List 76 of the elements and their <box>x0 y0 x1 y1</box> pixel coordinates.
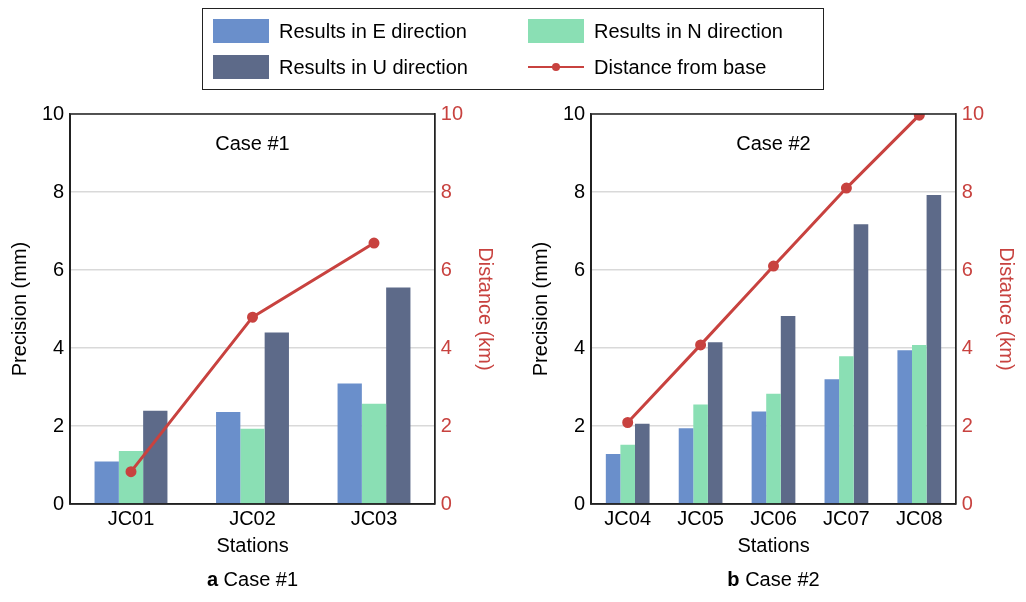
bar <box>386 287 411 504</box>
y-tick-label: 10 <box>42 101 65 124</box>
y-tick-label: 0 <box>53 491 65 514</box>
bar <box>94 461 119 504</box>
y-tick-label: 10 <box>563 101 586 124</box>
point <box>840 182 852 194</box>
x-tick-label: JC01 <box>107 506 155 529</box>
y2-tick-label: 0 <box>961 491 973 514</box>
y-tick-label: 2 <box>53 413 65 436</box>
bar <box>897 350 913 504</box>
y-tick-label: 0 <box>574 491 586 514</box>
bar <box>780 316 796 504</box>
bar <box>634 423 650 504</box>
y-tick-label: 4 <box>574 335 586 358</box>
y-tick-label: 6 <box>53 257 65 280</box>
x-tick-label: JC06 <box>750 506 797 529</box>
y2-axis-title: Distance (km) <box>475 247 498 371</box>
point <box>622 416 634 428</box>
x-tick-label: JC05 <box>677 506 724 529</box>
bar <box>143 410 168 504</box>
bar <box>337 383 362 504</box>
bar <box>839 356 854 504</box>
point <box>125 466 137 478</box>
bar <box>620 444 635 504</box>
x-axis-title: Stations <box>737 533 810 556</box>
y-axis-title: Precision (mm) <box>528 241 551 377</box>
bar <box>678 428 694 504</box>
bar <box>707 342 723 504</box>
y-tick-label: 8 <box>53 179 65 202</box>
bar <box>912 344 927 504</box>
x-tick-label: JC08 <box>895 506 943 529</box>
bar <box>766 393 781 504</box>
y2-tick-label: 4 <box>961 335 973 358</box>
y-tick-label: 2 <box>574 413 586 436</box>
y2-tick-label: 6 <box>961 257 973 280</box>
bar <box>751 411 767 504</box>
y2-tick-label: 4 <box>440 335 452 358</box>
y2-tick-label: 2 <box>440 413 452 436</box>
y-tick-label: 8 <box>574 179 586 202</box>
bar <box>264 332 289 504</box>
point <box>368 237 380 249</box>
text: a Case #1 <box>206 568 299 590</box>
bar <box>240 428 265 504</box>
legend-label: Results in E direction <box>279 19 467 43</box>
text: Case #2 <box>736 131 811 154</box>
y2-tick-label: 10 <box>440 101 463 124</box>
y-tick-label: 6 <box>574 257 586 280</box>
point <box>247 311 258 323</box>
y-tick-label: 4 <box>53 335 65 358</box>
y-axis-title: Precision (mm) <box>7 241 30 377</box>
x-tick-label: JC02 <box>229 506 276 529</box>
bar <box>605 454 621 504</box>
y2-tick-label: 8 <box>440 179 452 202</box>
bar <box>824 379 840 504</box>
legend-label: Results in U direction <box>279 55 468 79</box>
point <box>768 260 779 272</box>
y2-axis-title: Distance (km) <box>996 247 1019 371</box>
y2-tick-label: 0 <box>440 491 452 514</box>
x-axis-title: Stations <box>216 533 289 556</box>
bar <box>361 403 387 504</box>
bar <box>693 404 708 504</box>
bar <box>216 411 241 504</box>
y2-tick-label: 10 <box>961 101 984 124</box>
x-tick-label: JC07 <box>823 506 870 529</box>
y2-tick-label: 6 <box>440 257 452 280</box>
x-tick-label: JC04 <box>604 506 652 529</box>
legend-label: Distance from base <box>594 55 767 79</box>
point <box>695 339 707 351</box>
bar <box>926 195 942 504</box>
text: b Case #2 <box>727 568 820 590</box>
bar <box>853 224 869 504</box>
text: Case #1 <box>215 131 290 154</box>
y2-tick-label: 2 <box>961 413 973 436</box>
y2-tick-label: 8 <box>961 179 973 202</box>
legend-label: Results in N direction <box>594 19 783 43</box>
x-tick-label: JC03 <box>350 506 398 529</box>
